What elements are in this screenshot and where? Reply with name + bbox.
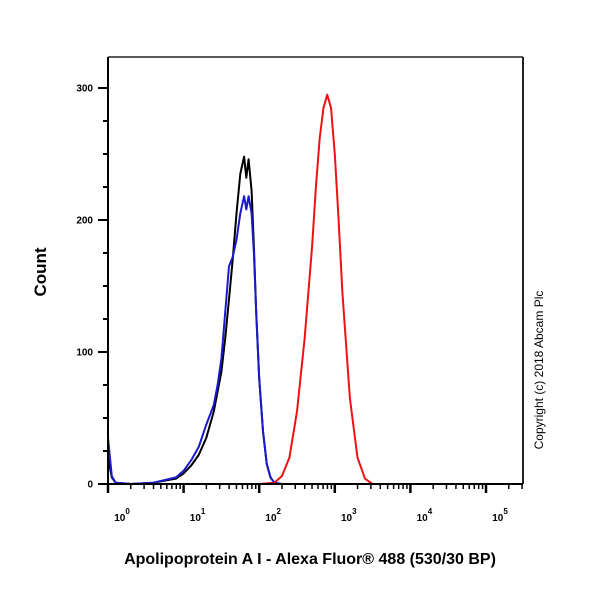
x-tick-label: 105	[492, 507, 508, 524]
y-tick-label: 100	[76, 348, 93, 359]
x-tick-label: 100	[114, 507, 130, 524]
x-tick-label: 102	[265, 507, 281, 524]
axes: 0 100 200 300 100 101 102 103 104 105	[76, 57, 523, 524]
y-tick-label: 200	[76, 216, 93, 227]
y-axis-label: Count	[31, 247, 50, 296]
y-tick-label: 0	[87, 480, 93, 491]
series-line-0	[107, 155, 517, 485]
plot-frame	[108, 56, 524, 484]
x-tick-label: 101	[190, 507, 206, 524]
x-tick-label: 104	[417, 507, 433, 524]
series-line-2	[108, 93, 517, 485]
data-series	[107, 93, 517, 485]
copyright-annotation: Copyright (c) 2018 Abcam Plc	[532, 291, 546, 450]
x-axis-label: Apolipoprotein A I - Alexa Fluor® 488 (5…	[124, 551, 496, 568]
y-tick-label: 300	[76, 84, 93, 95]
series-line-1	[107, 195, 517, 485]
x-tick-label: 103	[341, 507, 357, 524]
